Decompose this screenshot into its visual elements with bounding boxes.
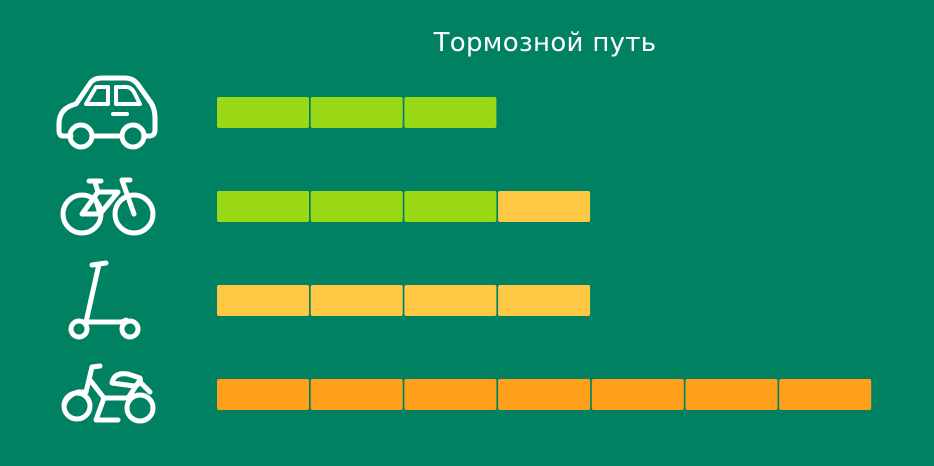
bar-segment-bicycle-1 — [217, 191, 309, 222]
bar-segment-moped-6 — [685, 379, 778, 410]
bar-segment-moped-3 — [404, 379, 497, 410]
moped-icon — [61, 363, 156, 424]
bars-layer — [217, 97, 872, 410]
kick-scooter-icon — [68, 260, 141, 340]
bar-segment-moped-4 — [498, 379, 591, 410]
bar-segment-bicycle-4 — [498, 191, 591, 222]
bar-segment-moped-2 — [310, 379, 403, 410]
bar-segment-kick-scooter-2 — [310, 285, 403, 316]
bar-segment-bicycle-3 — [404, 191, 497, 222]
bar-segment-moped-1 — [217, 379, 309, 410]
chart-title: Тормозной путь — [433, 28, 657, 58]
bicycle-icon — [60, 177, 156, 236]
bar-segment-moped-5 — [591, 379, 684, 410]
bar-segment-car-3 — [404, 97, 497, 128]
bar-segment-kick-scooter-3 — [404, 285, 497, 316]
car-icon — [56, 75, 158, 150]
bar-segment-car-1 — [217, 97, 309, 128]
bar-segment-kick-scooter-4 — [498, 285, 591, 316]
bar-segment-car-2 — [310, 97, 403, 128]
bar-segment-kick-scooter-1 — [217, 285, 309, 316]
bar-segment-moped-7 — [779, 379, 872, 410]
bar-segment-bicycle-2 — [310, 191, 403, 222]
